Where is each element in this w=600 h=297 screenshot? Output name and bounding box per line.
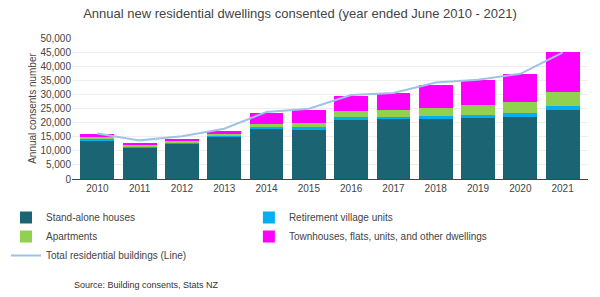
svg-text:2011: 2011 bbox=[129, 183, 151, 194]
svg-text:50,000: 50,000 bbox=[40, 33, 71, 44]
svg-text:30,000: 30,000 bbox=[40, 89, 71, 100]
svg-text:40,000: 40,000 bbox=[40, 61, 71, 72]
svg-text:20,000: 20,000 bbox=[40, 117, 71, 128]
svg-text:2017: 2017 bbox=[382, 183, 405, 194]
svg-text:5,000: 5,000 bbox=[46, 159, 71, 170]
svg-text:2012: 2012 bbox=[171, 183, 194, 194]
svg-text:2013: 2013 bbox=[213, 183, 236, 194]
svg-text:Stand-alone houses: Stand-alone houses bbox=[46, 212, 135, 223]
svg-text:2010: 2010 bbox=[86, 183, 109, 194]
svg-text:Apartments: Apartments bbox=[46, 231, 97, 242]
svg-text:35,000: 35,000 bbox=[40, 75, 71, 86]
svg-text:2016: 2016 bbox=[340, 183, 363, 194]
svg-text:45,000: 45,000 bbox=[40, 47, 71, 58]
svg-text:Total residential buildings (L: Total residential buildings (Line) bbox=[46, 250, 186, 261]
svg-text:Source: Building consents, Sta: Source: Building consents, Stats NZ bbox=[74, 280, 219, 290]
svg-text:2021: 2021 bbox=[551, 183, 574, 194]
svg-text:2018: 2018 bbox=[425, 183, 448, 194]
svg-text:10,000: 10,000 bbox=[40, 145, 71, 156]
svg-text:Annual consents number: Annual consents number bbox=[27, 53, 38, 164]
svg-text:0: 0 bbox=[65, 174, 71, 185]
svg-text:Annual new residential dwellin: Annual new residential dwellings consent… bbox=[83, 6, 517, 21]
svg-text:Retirement village units: Retirement village units bbox=[289, 212, 393, 223]
svg-text:2020: 2020 bbox=[509, 183, 532, 194]
svg-text:2019: 2019 bbox=[467, 183, 490, 194]
svg-text:2014: 2014 bbox=[255, 183, 278, 194]
svg-text:Townhouses, flats, units, and: Townhouses, flats, units, and other dwel… bbox=[289, 231, 487, 242]
svg-text:25,000: 25,000 bbox=[40, 103, 71, 114]
svg-text:2015: 2015 bbox=[298, 183, 321, 194]
svg-text:15,000: 15,000 bbox=[40, 131, 71, 142]
